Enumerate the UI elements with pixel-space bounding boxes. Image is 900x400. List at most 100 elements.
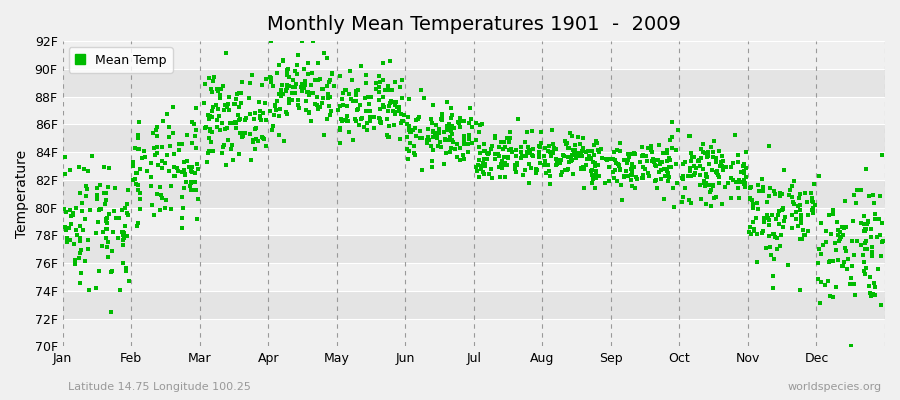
Point — [574, 152, 589, 158]
Point — [118, 264, 132, 271]
Point — [79, 182, 94, 189]
Point — [248, 110, 262, 116]
Point — [469, 120, 483, 126]
Point — [229, 120, 243, 126]
Point — [483, 166, 498, 172]
Point — [352, 122, 366, 129]
Point — [104, 248, 119, 254]
Point — [130, 222, 145, 229]
Point — [522, 161, 536, 167]
Point — [806, 180, 821, 187]
Point — [480, 156, 494, 162]
Point — [321, 79, 336, 85]
Point — [151, 161, 166, 168]
Point — [772, 221, 787, 228]
Point — [782, 192, 796, 198]
Point — [155, 158, 169, 164]
Point — [99, 235, 113, 241]
Point — [648, 162, 662, 168]
Point — [285, 84, 300, 90]
Point — [429, 135, 444, 142]
Point — [337, 102, 351, 108]
Point — [308, 77, 322, 84]
Point — [706, 154, 720, 160]
Point — [518, 153, 533, 160]
Point — [522, 147, 536, 154]
Point — [90, 185, 104, 191]
Point — [500, 134, 514, 141]
Point — [501, 134, 516, 141]
Point — [204, 129, 219, 135]
Point — [436, 161, 451, 167]
Point — [665, 134, 680, 141]
Point — [335, 96, 349, 102]
Point — [222, 107, 237, 114]
Point — [732, 176, 746, 183]
Point — [864, 253, 878, 260]
Point — [861, 218, 876, 225]
Point — [216, 144, 230, 150]
Point — [132, 146, 147, 152]
Point — [796, 227, 811, 234]
Point — [409, 117, 423, 124]
Point — [585, 172, 599, 178]
Point — [333, 103, 347, 109]
Point — [737, 180, 751, 187]
Point — [514, 148, 528, 155]
Point — [644, 148, 659, 155]
Point — [861, 282, 876, 289]
Point — [76, 166, 91, 172]
Point — [426, 102, 440, 108]
Point — [868, 283, 882, 290]
Point — [275, 58, 290, 64]
Point — [856, 228, 870, 234]
Point — [712, 148, 726, 154]
Point — [144, 183, 158, 189]
Point — [321, 102, 336, 109]
Point — [700, 153, 715, 159]
Point — [550, 156, 564, 163]
Point — [204, 139, 219, 145]
Point — [538, 158, 553, 164]
Point — [94, 243, 109, 249]
Point — [160, 152, 175, 158]
Point — [832, 228, 847, 235]
Point — [251, 98, 266, 105]
Point — [583, 155, 598, 162]
Point — [777, 218, 791, 224]
Point — [767, 188, 781, 194]
Point — [148, 126, 163, 133]
Point — [112, 214, 126, 221]
Point — [697, 178, 711, 185]
Point — [706, 182, 720, 188]
Point — [178, 172, 193, 178]
Point — [402, 129, 417, 136]
Point — [281, 66, 295, 72]
Point — [739, 173, 753, 180]
Point — [711, 172, 725, 178]
Point — [362, 101, 376, 107]
Point — [715, 153, 729, 159]
Point — [72, 255, 86, 262]
Point — [464, 105, 478, 111]
Point — [101, 184, 115, 190]
Point — [229, 96, 243, 102]
Point — [787, 201, 801, 207]
Point — [274, 82, 289, 88]
Bar — [62, 291, 885, 319]
Point — [602, 164, 616, 170]
Point — [484, 146, 499, 153]
Point — [651, 157, 665, 163]
Point — [296, 66, 310, 72]
Point — [794, 215, 808, 221]
Point — [130, 182, 145, 188]
Point — [253, 114, 267, 121]
Point — [108, 184, 122, 191]
Point — [846, 218, 860, 224]
Point — [58, 154, 72, 160]
Point — [397, 112, 411, 118]
Point — [204, 114, 219, 120]
Point — [510, 162, 525, 168]
Point — [574, 152, 589, 159]
Point — [874, 253, 888, 259]
